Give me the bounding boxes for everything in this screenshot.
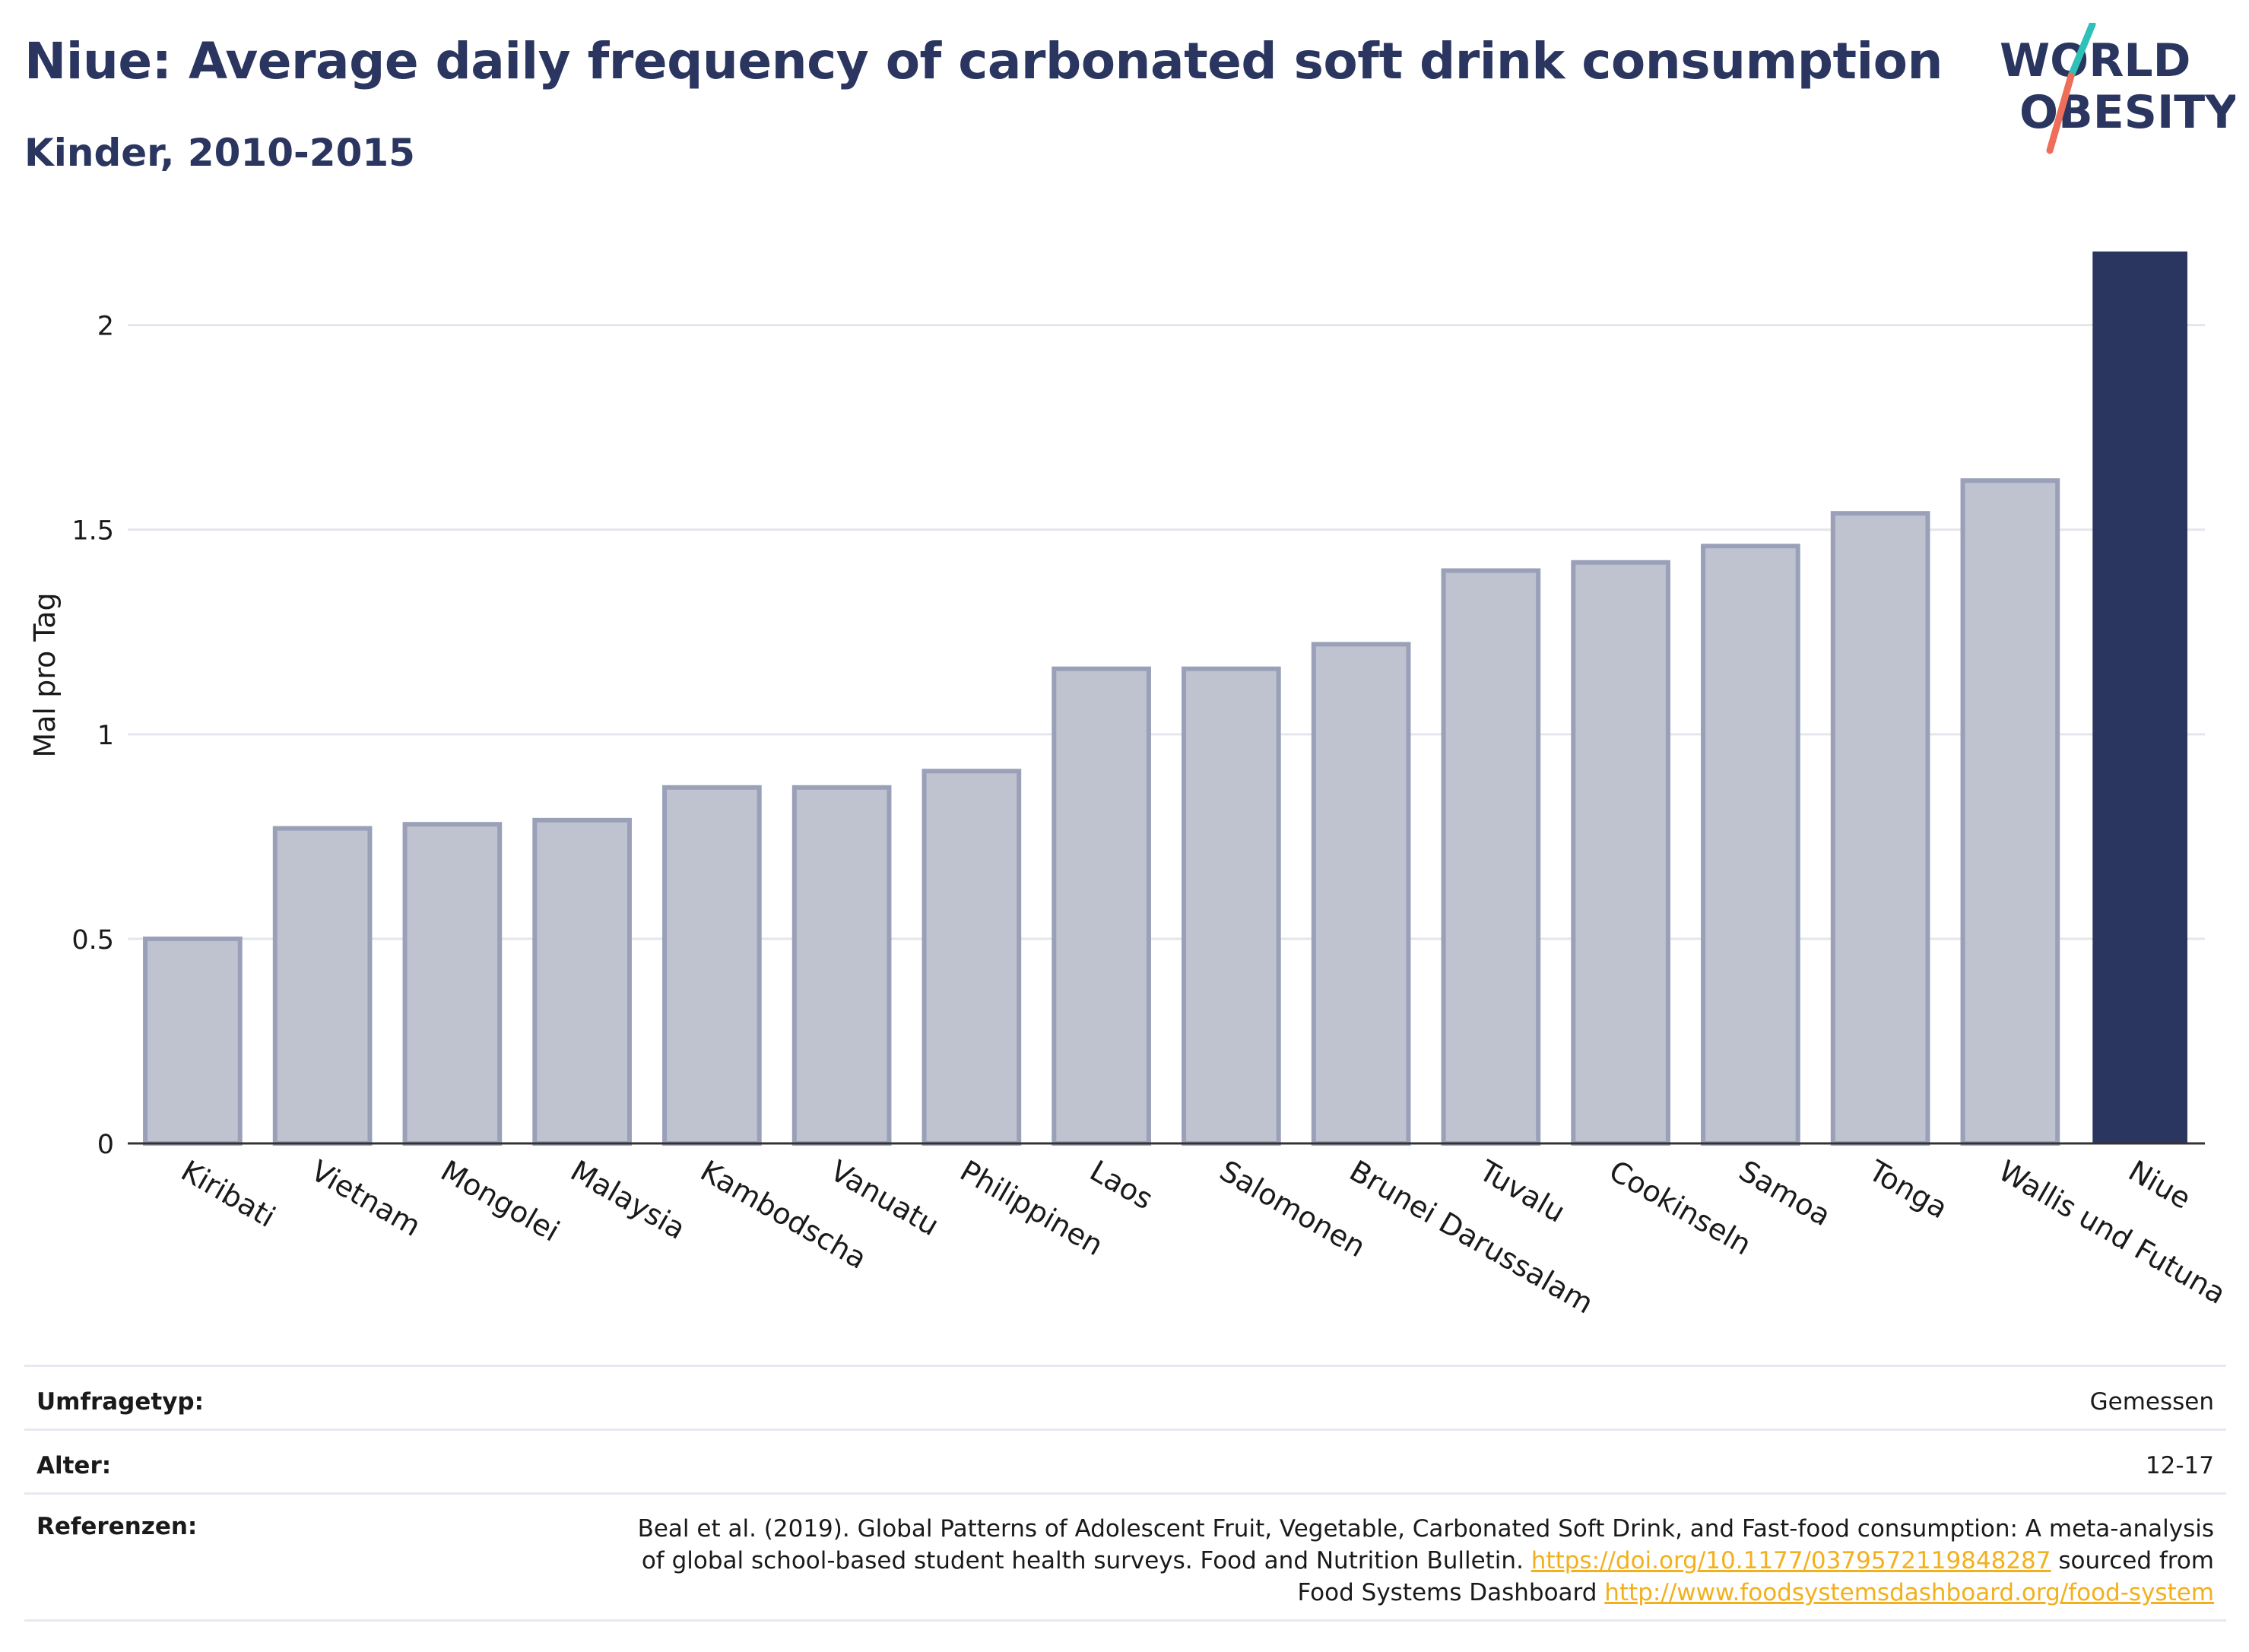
survey-type-label: Umfragetyp: — [36, 1388, 204, 1416]
x-axis-ticks: Kiribati Vietnam Mongolei Malaysia Kambodsch… — [176, 1153, 2232, 1321]
bar-mongolei — [402, 822, 503, 1146]
x-tick-label: Niue — [2123, 1154, 2197, 1216]
x-tick-label: Mongolei — [435, 1154, 565, 1248]
y-tick-label: 1 — [97, 721, 114, 751]
logo-line1: WORLD — [2000, 34, 2190, 87]
y-tick-label: 1.5 — [71, 516, 114, 547]
reference-line-3-text: Food Systems Dashboard — [1297, 1579, 1605, 1606]
bar-chart: 0 0.5 1 1.5 2 Kiribati Vietnam Mongolei Malaysi… — [28, 251, 2232, 1321]
dashboard-link[interactable]: http://www.foodsystemsdashboard.org/food… — [1604, 1579, 2214, 1606]
bar-cookinseln — [1571, 560, 1670, 1146]
references-row: Referenzen: Beal et al. (2019). Global P… — [24, 1492, 2226, 1622]
bar-niue — [2092, 251, 2187, 1143]
bar-vanuatu — [791, 785, 892, 1146]
bar-laos — [1052, 666, 1151, 1146]
bar-kambodscha — [662, 785, 762, 1146]
age-row: Alter: 12-17 — [24, 1428, 2226, 1492]
bar-kiribati — [143, 936, 243, 1146]
bar-malaysia — [532, 817, 632, 1146]
x-tick-label: Tuvalu — [1473, 1153, 1571, 1229]
x-tick-label: Vietnam — [306, 1154, 427, 1243]
bar-tuvalu — [1441, 568, 1541, 1146]
bar-philippinen — [921, 769, 1022, 1146]
chart-subtitle: Kinder, 2010-2015 — [24, 131, 415, 175]
age-value: 12-17 — [2145, 1452, 2214, 1479]
metadata-table: Umfragetyp: Gemessen Alter: 12-17 Refere… — [24, 1365, 2226, 1622]
reference-line-3: Food Systems Dashboard http://www.foodsy… — [638, 1577, 2214, 1609]
logo-stroke-top — [2067, 23, 2096, 80]
references-text: Beal et al. (2019). Global Patterns of A… — [638, 1513, 2214, 1609]
doi-link[interactable]: https://doi.org/10.1177/0379572119848287 — [1531, 1547, 2051, 1574]
y-tick-label: 2 — [97, 312, 114, 342]
bar-brunei-darussalam — [1311, 642, 1411, 1146]
reference-line-1: Beal et al. (2019). Global Patterns of A… — [637, 1515, 2214, 1543]
y-tick-label: 0 — [97, 1130, 114, 1160]
bar-vietnam — [272, 826, 373, 1146]
x-tick-label: Brunei Darussalam — [1344, 1154, 1599, 1321]
x-tick-label: Salomonen — [1214, 1154, 1371, 1264]
x-tick-label: Wallis und Futuna — [1993, 1154, 2231, 1311]
age-label: Alter: — [36, 1452, 112, 1479]
world-obesity-logo: WORLD OBESITY — [2000, 23, 2235, 154]
y-axis-label: Mal pro Tag — [28, 592, 62, 757]
bar-tonga — [1830, 511, 1930, 1146]
x-tick-label: Malaysia — [565, 1154, 691, 1246]
reference-line-2-text: of global school-based student health su… — [641, 1547, 1531, 1574]
x-tick-label: Cookinseln — [1603, 1154, 1757, 1262]
references-label: Referenzen: — [36, 1513, 198, 1540]
reference-line-2: of global school-based student health su… — [638, 1545, 2214, 1577]
bar-samoa — [1701, 544, 1800, 1146]
x-tick-label: Samoa — [1734, 1154, 1836, 1233]
y-axis-ticks: 0 0.5 1 1.5 2 — [71, 312, 114, 1160]
bars — [143, 251, 2187, 1146]
logo-stroke-bottom — [2046, 72, 2075, 154]
bar-wallis-und-futuna — [1960, 478, 2060, 1146]
bar-salomonen — [1182, 666, 1281, 1146]
reference-line-2-end: sourced from — [2051, 1547, 2214, 1574]
chart-title: Niue: Average daily frequency of carbona… — [24, 32, 1943, 90]
x-tick-label: Laos — [1084, 1154, 1159, 1216]
survey-type-value: Gemessen — [2089, 1388, 2214, 1416]
y-tick-label: 0.5 — [71, 925, 114, 956]
x-tick-label: Philippinen — [954, 1154, 1109, 1263]
x-tick-label: Tonga — [1863, 1153, 1953, 1225]
survey-type-row: Umfragetyp: Gemessen — [24, 1365, 2226, 1428]
x-tick-label: Kiribati — [176, 1154, 281, 1234]
